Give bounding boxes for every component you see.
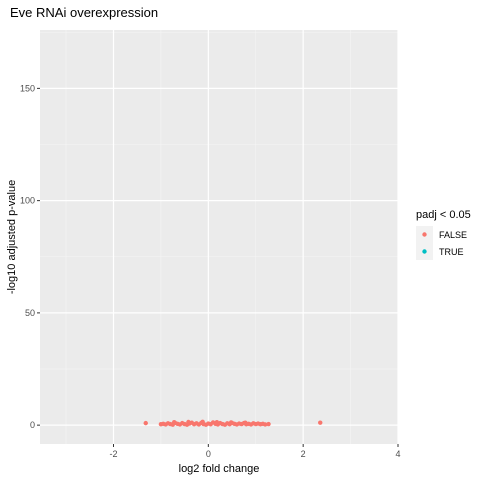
y-tick-label: 50 bbox=[25, 308, 35, 318]
data-points bbox=[143, 419, 323, 427]
x-tick-label: 4 bbox=[395, 449, 400, 459]
legend-label: FALSE bbox=[439, 230, 467, 240]
data-point bbox=[243, 420, 248, 425]
y-tick-label: 100 bbox=[20, 196, 35, 206]
legend-key-point bbox=[422, 249, 427, 254]
plot-panel bbox=[40, 30, 398, 444]
y-axis: 0 50 100 150 bbox=[20, 83, 40, 430]
legend-key-point bbox=[422, 232, 427, 237]
data-point bbox=[228, 420, 234, 425]
data-point bbox=[266, 421, 271, 427]
x-tick-label: -2 bbox=[109, 449, 117, 459]
legend-title: padj < 0.05 bbox=[416, 209, 471, 221]
legend: padj < 0.05 FALSE TRUE bbox=[416, 209, 471, 260]
data-point bbox=[143, 420, 148, 426]
data-point bbox=[318, 420, 323, 425]
y-tick-label: 150 bbox=[20, 83, 35, 93]
x-tick-label: 0 bbox=[206, 449, 211, 459]
data-point bbox=[214, 420, 220, 425]
data-point bbox=[186, 419, 191, 425]
x-axis: -2 0 2 4 bbox=[109, 444, 401, 459]
legend-label: TRUE bbox=[439, 247, 464, 257]
y-axis-title: -log10 adjusted p-value bbox=[6, 180, 18, 294]
x-axis-title: log2 fold change bbox=[179, 463, 260, 475]
chart-title: Eve RNAi overexpression bbox=[10, 5, 158, 20]
data-point bbox=[171, 420, 177, 425]
x-tick-label: 2 bbox=[301, 449, 306, 459]
data-point bbox=[263, 422, 268, 427]
y-tick-label: 0 bbox=[30, 420, 35, 430]
data-point bbox=[200, 419, 205, 424]
